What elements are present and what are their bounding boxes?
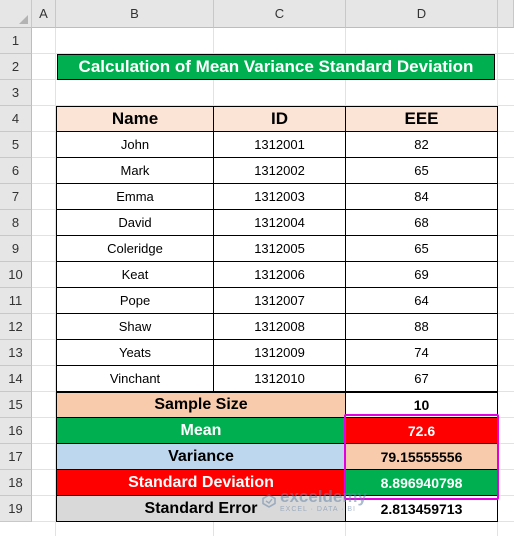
gridline-vertical	[55, 28, 56, 536]
row-header-5[interactable]: 5	[0, 132, 32, 158]
table-cell-eee[interactable]: 68	[346, 210, 498, 236]
standard-error-label-cell[interactable]: Standard Error	[56, 496, 346, 522]
row-header-12[interactable]: 12	[0, 314, 32, 340]
row-header-17[interactable]: 17	[0, 444, 32, 470]
table-cell-eee[interactable]: 64	[346, 288, 498, 314]
table-cell-name[interactable]: Emma	[56, 184, 214, 210]
column-header-d[interactable]: D	[346, 0, 498, 28]
table-cell-name[interactable]: Mark	[56, 158, 214, 184]
table-cell-id[interactable]: 1312007	[214, 288, 346, 314]
row-header-2[interactable]: 2	[0, 54, 32, 80]
standard-deviation-value-cell[interactable]: 8.896940798	[346, 470, 498, 496]
row-header-11[interactable]: 11	[0, 288, 32, 314]
table-cell-name[interactable]: Shaw	[56, 314, 214, 340]
table-header-name[interactable]: Name	[56, 106, 214, 132]
table-cell-id[interactable]: 1312005	[214, 236, 346, 262]
sample-size-label-cell[interactable]: Sample Size	[56, 392, 346, 418]
table-cell-name[interactable]: John	[56, 132, 214, 158]
table-cell-eee[interactable]: 65	[346, 158, 498, 184]
table-cell-id[interactable]: 1312006	[214, 262, 346, 288]
row-header-4[interactable]: 4	[0, 106, 32, 132]
table-cell-name[interactable]: David	[56, 210, 214, 236]
select-all-corner[interactable]	[0, 0, 32, 28]
standard-deviation-label-cell[interactable]: Standard Deviation	[56, 470, 346, 496]
row-header-8[interactable]: 8	[0, 210, 32, 236]
gridline-horizontal	[32, 105, 514, 106]
mean-label-cell[interactable]: Mean	[56, 418, 346, 444]
table-cell-name[interactable]: Vinchant	[56, 366, 214, 392]
table-cell-eee[interactable]: 74	[346, 340, 498, 366]
row-header-18[interactable]: 18	[0, 470, 32, 496]
sheet-title-cell[interactable]: Calculation of Mean Variance Standard De…	[57, 54, 495, 80]
table-header-eee[interactable]: EEE	[346, 106, 498, 132]
row-header-9[interactable]: 9	[0, 236, 32, 262]
row-header-3[interactable]: 3	[0, 80, 32, 106]
row-header-6[interactable]: 6	[0, 158, 32, 184]
table-cell-id[interactable]: 1312009	[214, 340, 346, 366]
row-header-16[interactable]: 16	[0, 418, 32, 444]
table-cell-eee[interactable]: 65	[346, 236, 498, 262]
table-cell-id[interactable]: 1312002	[214, 158, 346, 184]
column-header-a[interactable]: A	[32, 0, 56, 28]
table-cell-eee[interactable]: 69	[346, 262, 498, 288]
row-header-15[interactable]: 15	[0, 392, 32, 418]
variance-label-cell[interactable]: Variance	[56, 444, 346, 470]
column-header-c[interactable]: C	[214, 0, 346, 28]
select-all-triangle-icon	[19, 15, 28, 24]
row-header-19[interactable]: 19	[0, 496, 32, 522]
row-header-13[interactable]: 13	[0, 340, 32, 366]
column-header-b[interactable]: B	[56, 0, 214, 28]
row-header-1[interactable]: 1	[0, 28, 32, 54]
standard-error-value-cell[interactable]: 2.813459713	[346, 496, 498, 522]
mean-value-cell[interactable]: 72.6	[346, 418, 498, 444]
table-cell-name[interactable]: Pope	[56, 288, 214, 314]
row-header-7[interactable]: 7	[0, 184, 32, 210]
table-cell-name[interactable]: Coleridge	[56, 236, 214, 262]
table-cell-name[interactable]: Yeats	[56, 340, 214, 366]
table-cell-eee[interactable]: 82	[346, 132, 498, 158]
table-cell-eee[interactable]: 88	[346, 314, 498, 340]
row-header-14[interactable]: 14	[0, 366, 32, 392]
table-header-id[interactable]: ID	[214, 106, 346, 132]
gridline-horizontal	[32, 53, 514, 54]
table-cell-id[interactable]: 1312010	[214, 366, 346, 392]
table-cell-id[interactable]: 1312003	[214, 184, 346, 210]
table-cell-name[interactable]: Keat	[56, 262, 214, 288]
table-cell-eee[interactable]: 84	[346, 184, 498, 210]
row-header-10[interactable]: 10	[0, 262, 32, 288]
column-header-filler	[498, 0, 514, 28]
sample-size-value-cell[interactable]: 10	[346, 392, 498, 418]
table-cell-id[interactable]: 1312001	[214, 132, 346, 158]
table-cell-eee[interactable]: 67	[346, 366, 498, 392]
table-cell-id[interactable]: 1312008	[214, 314, 346, 340]
table-cell-id[interactable]: 1312004	[214, 210, 346, 236]
variance-value-cell[interactable]: 79.15555556	[346, 444, 498, 470]
